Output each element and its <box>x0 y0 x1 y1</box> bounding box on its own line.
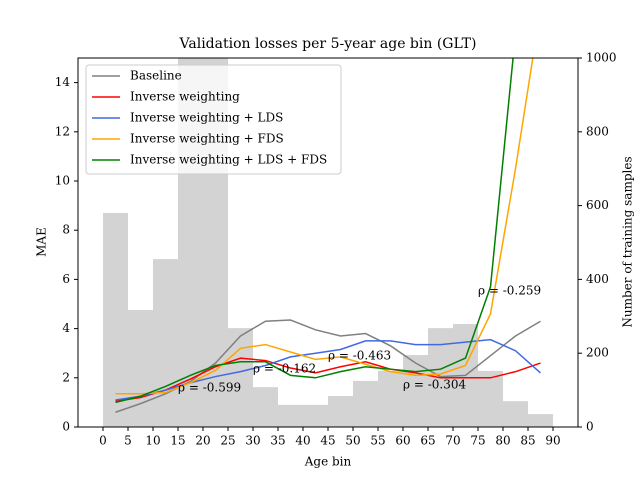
histogram-bar <box>328 396 353 427</box>
histogram-bar <box>503 401 528 427</box>
annotation: ρ = -0.162 <box>253 362 316 376</box>
y-tick-label: 8 <box>62 223 70 237</box>
series-line <box>115 58 534 395</box>
x-tick-label: 15 <box>170 434 185 448</box>
legend-label: Inverse weighting + LDS <box>130 111 283 125</box>
annotation: ρ = -0.463 <box>328 349 391 363</box>
histogram-bar <box>278 404 303 427</box>
x-tick-label: 65 <box>420 434 435 448</box>
x-axis-label: Age bin <box>304 455 352 469</box>
legend-label: Inverse weighting + LDS + FDS <box>130 153 327 167</box>
x-tick-label: 60 <box>395 434 410 448</box>
histogram-bar <box>353 380 378 427</box>
histogram-bar <box>303 404 328 427</box>
x-tick-label: 55 <box>370 434 385 448</box>
legend-label: Baseline <box>130 69 182 83</box>
x-tick-label: 75 <box>470 434 485 448</box>
y-tick-label: 4 <box>62 321 70 335</box>
legend-box <box>85 64 342 175</box>
series-line <box>115 357 541 402</box>
histogram-bar <box>378 370 403 427</box>
x-tick-label: 0 <box>99 434 107 448</box>
y2-axis-label: Number of training samples <box>621 156 635 327</box>
y-tick-label: 10 <box>55 174 70 188</box>
x-tick-label: 45 <box>320 434 335 448</box>
histogram-bar <box>153 259 178 427</box>
y-tick-label: 0 <box>62 420 70 434</box>
y2-tick-label: 400 <box>586 272 609 286</box>
annotation: ρ = -0.304 <box>403 378 467 392</box>
chart-title: Validation losses per 5-year age bin (GL… <box>179 36 477 52</box>
y-tick-label: 14 <box>55 75 71 89</box>
x-tick-label: 90 <box>545 434 560 448</box>
x-tick-label: 35 <box>270 434 285 448</box>
y2-tick-label: 0 <box>586 420 594 434</box>
x-tick-label: 30 <box>245 434 260 448</box>
legend-label: Inverse weighting + FDS <box>130 132 284 146</box>
series-line <box>115 58 514 404</box>
x-tick-label: 5 <box>124 434 132 448</box>
x-tick-label: 20 <box>195 434 210 448</box>
x-tick-label: 10 <box>145 434 160 448</box>
histogram-bar <box>228 328 253 427</box>
x-tick-label: 80 <box>495 434 510 448</box>
annotation: ρ = -0.259 <box>478 284 541 298</box>
histogram-bar <box>253 387 278 427</box>
histogram-bar <box>103 212 128 427</box>
y-tick-label: 2 <box>62 370 70 384</box>
legend-label: Inverse weighting <box>130 90 240 104</box>
y-tick-label: 6 <box>62 272 70 286</box>
y2-tick-label: 1000 <box>586 51 617 65</box>
histogram-bar <box>528 414 553 427</box>
annotation: ρ = -0.599 <box>178 381 241 395</box>
x-tick-label: 40 <box>295 434 310 448</box>
histogram-bar <box>478 370 503 427</box>
x-tick-label: 50 <box>345 434 360 448</box>
y2-tick-label: 200 <box>586 346 609 360</box>
histogram-bar <box>128 310 153 427</box>
x-tick-label: 85 <box>520 434 535 448</box>
y2-tick-label: 600 <box>586 198 609 212</box>
histogram-bar <box>178 58 203 427</box>
y-axis-label: MAE <box>35 227 49 257</box>
x-tick-label: 25 <box>220 434 235 448</box>
plot-area <box>103 58 553 427</box>
x-tick-label: 70 <box>445 434 460 448</box>
y-tick-label: 12 <box>55 124 70 138</box>
y2-tick-label: 800 <box>586 124 609 138</box>
